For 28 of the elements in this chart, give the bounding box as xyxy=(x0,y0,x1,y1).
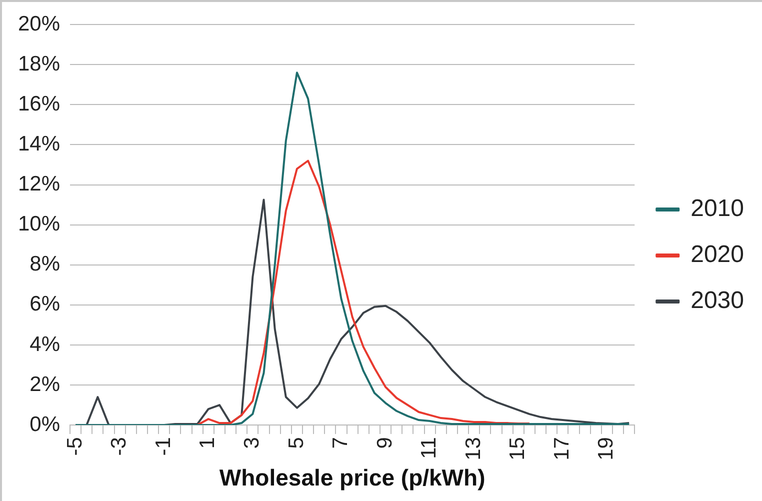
y-tick-label: 2% xyxy=(30,372,60,396)
x-tick-label: -3 xyxy=(108,437,131,456)
y-tick-label: 10% xyxy=(18,212,60,236)
x-tick-label: 11 xyxy=(418,437,441,459)
y-tick-label: 6% xyxy=(30,292,60,316)
y-tick-label: 14% xyxy=(18,132,60,156)
x-tick-label: 17 xyxy=(550,437,574,460)
legend-label: 2020 xyxy=(690,241,744,268)
x-tick-label: 15 xyxy=(506,437,530,460)
y-tick-label: 20% xyxy=(18,12,60,36)
x-tick-label: 13 xyxy=(462,437,485,460)
x-tick-label: 19 xyxy=(594,437,618,460)
y-tick-label: 12% xyxy=(18,172,60,196)
legend-label: 2010 xyxy=(690,195,744,222)
x-tick-label: 1 xyxy=(196,437,220,449)
x-axis-title: Wholesale price (p/kWh) xyxy=(219,464,486,491)
x-tick-label: 3 xyxy=(240,437,264,449)
x-tick-label: 9 xyxy=(373,437,396,449)
x-tick-label: -5 xyxy=(63,437,86,456)
x-tick-label: 5 xyxy=(284,437,308,449)
y-tick-label: 0% xyxy=(30,412,60,436)
x-tick-label: 7 xyxy=(329,437,352,449)
legend-label: 2030 xyxy=(690,287,744,314)
y-tick-label: 18% xyxy=(18,52,60,76)
y-tick-label: 8% xyxy=(30,252,60,276)
y-tick-label: 16% xyxy=(18,92,60,116)
x-tick-label: -1 xyxy=(152,437,175,456)
y-tick-label: 4% xyxy=(30,332,60,356)
